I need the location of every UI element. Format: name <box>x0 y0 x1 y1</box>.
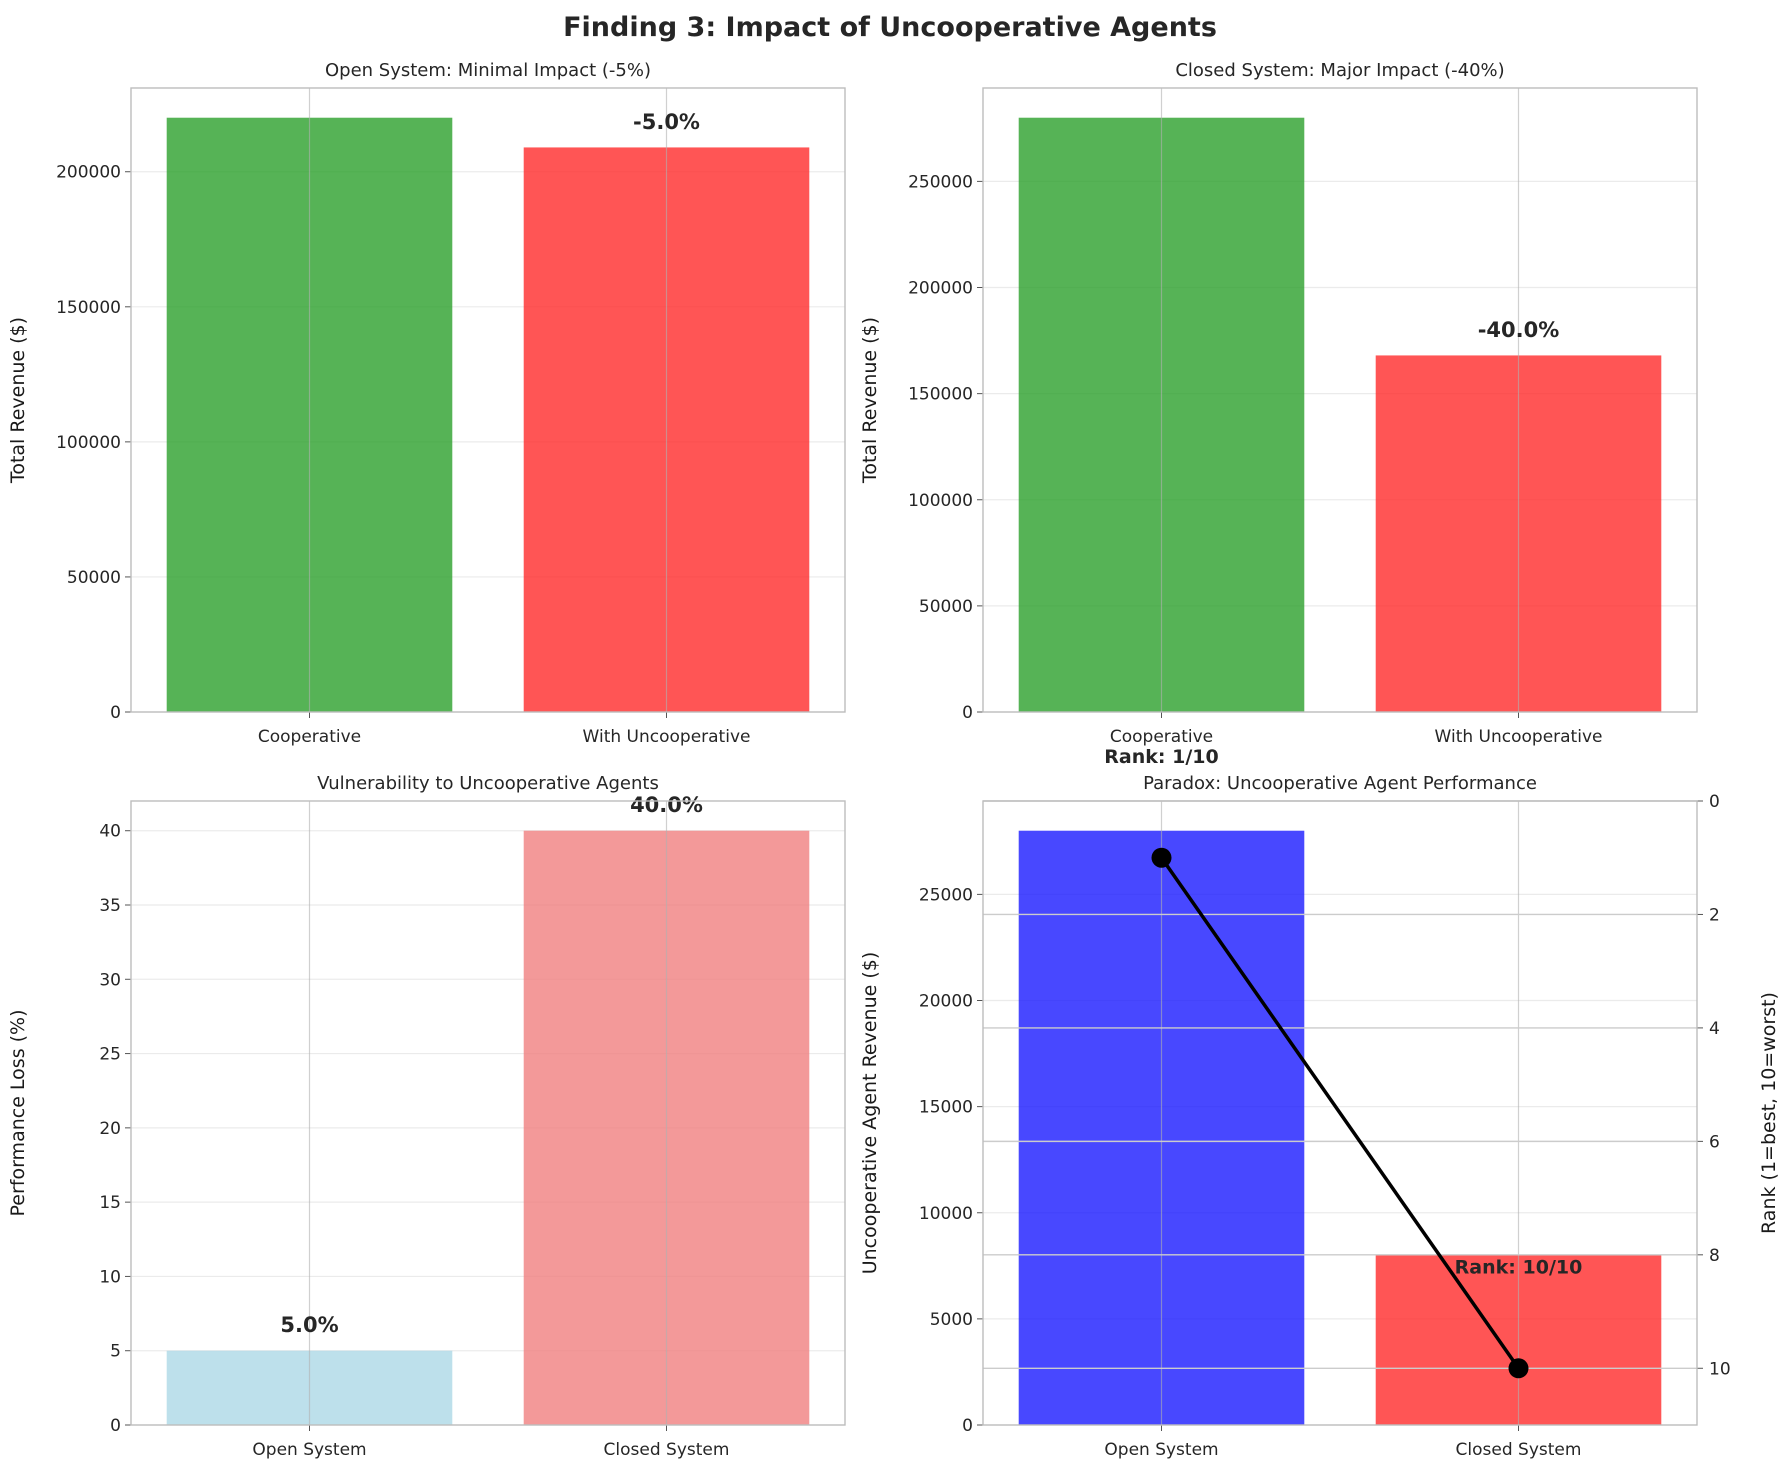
bar-value-label: 5.0% <box>280 1313 338 1337</box>
y-tick-label: 100000 <box>908 491 973 511</box>
y-tick-label: 20000 <box>919 992 973 1012</box>
y-tick-label: 25 <box>99 1045 121 1065</box>
rank-tick-label: 4 <box>1709 1019 1720 1039</box>
y-tick-label: 5000 <box>930 1310 973 1330</box>
rank-tick-label: 10 <box>1709 1359 1731 1379</box>
y-tick-label: 200000 <box>908 279 973 299</box>
x-tick-label: Cooperative <box>1110 727 1213 747</box>
y-tick-label: 25000 <box>919 885 973 905</box>
x-tick-label: With Uncooperative <box>1435 727 1603 747</box>
subplot-1: 0 50000 100000 150000 200000 Cooperative With … <box>7 60 846 747</box>
x-tick-label: Closed System <box>604 1440 730 1460</box>
subplot-title: Paradox: Uncooperative Agent Performance <box>1143 773 1537 794</box>
y-axis-label: Uncooperative Agent Revenue ($) <box>859 952 881 1275</box>
y-tick-label: 100000 <box>56 433 121 453</box>
bar-value-label: -5.0% <box>633 110 700 134</box>
y-tick-label: 40 <box>99 822 121 842</box>
y-tick-label: 150000 <box>908 385 973 405</box>
y-axis-label: Performance Loss (%) <box>7 1009 29 1216</box>
rank-tick-label: 8 <box>1709 1246 1720 1266</box>
y-tick-label: 0 <box>962 1416 973 1436</box>
y-axis-label: Total Revenue ($) <box>859 317 881 484</box>
y-tick-label: 20 <box>99 1119 121 1139</box>
figure-title: Finding 3: Impact of Uncooperative Agent… <box>563 12 1217 43</box>
y-tick-label: 35 <box>99 896 121 916</box>
subplot-4: 0 5000 10000 15000 20000 25000 Open System Clos… <box>859 746 1780 1460</box>
plot-frame <box>130 87 846 713</box>
y-tick-label: 200000 <box>56 163 121 183</box>
x-tick-label: Open System <box>252 1440 366 1460</box>
y-tick-label: 0 <box>110 703 121 723</box>
subplot-title: Closed System: Major Impact (-40%) <box>1175 60 1504 81</box>
y-tick-label: 5 <box>110 1342 121 1362</box>
y-tick-label: 50000 <box>67 568 121 588</box>
secondary-y-axis-label: Rank (1=best, 10=worst) <box>1758 992 1780 1234</box>
y-axis-label: Total Revenue ($) <box>7 317 29 484</box>
rank-point[interactable] <box>1508 1358 1529 1379</box>
y-tick-label: 30 <box>99 970 121 990</box>
rank-tick-label: 2 <box>1709 905 1720 925</box>
rank-line <box>1160 856 1520 1370</box>
subplot-title: Vulnerability to Uncooperative Agents <box>317 773 659 794</box>
y-tick-label: 150000 <box>56 298 121 318</box>
bar-value-label: 40.0% <box>630 793 703 817</box>
x-tick-label: With Uncooperative <box>583 727 751 747</box>
plot-frame <box>130 800 846 1426</box>
y-tick-label: 0 <box>962 703 973 723</box>
bar-value-label: -40.0% <box>1478 318 1560 342</box>
subplot-title: Open System: Minimal Impact (-5%) <box>325 60 651 81</box>
subplot-2: 0 50000 100000 150000 200000 250000 Cooperativ… <box>859 60 1698 747</box>
y-tick-label: 50000 <box>919 597 973 617</box>
rank-point-label: Rank: 1/10 <box>1104 746 1218 768</box>
y-tick-label: 0 <box>110 1416 121 1436</box>
y-tick-label: 10 <box>99 1267 121 1287</box>
rank-tick-label: 6 <box>1709 1132 1720 1152</box>
y-tick-label: 10000 <box>919 1204 973 1224</box>
x-tick-label: Open System <box>1104 1440 1218 1460</box>
x-tick-label: Closed System <box>1456 1440 1582 1460</box>
rank-tick-label: 0 <box>1709 792 1720 812</box>
rank-point[interactable] <box>1151 847 1172 868</box>
y-tick-label: 250000 <box>908 172 973 192</box>
y-tick-label: 15 <box>99 1193 121 1213</box>
x-tick-label: Cooperative <box>258 727 361 747</box>
rank-point-label: Rank: 10/10 <box>1455 1257 1583 1279</box>
subplot-3: 0 5 10 15 20 25 30 35 40 Open System Closed System… <box>7 773 846 1460</box>
plot-frame <box>982 87 1698 713</box>
plot-frame <box>982 800 1698 1426</box>
y-tick-label: 15000 <box>919 1098 973 1118</box>
